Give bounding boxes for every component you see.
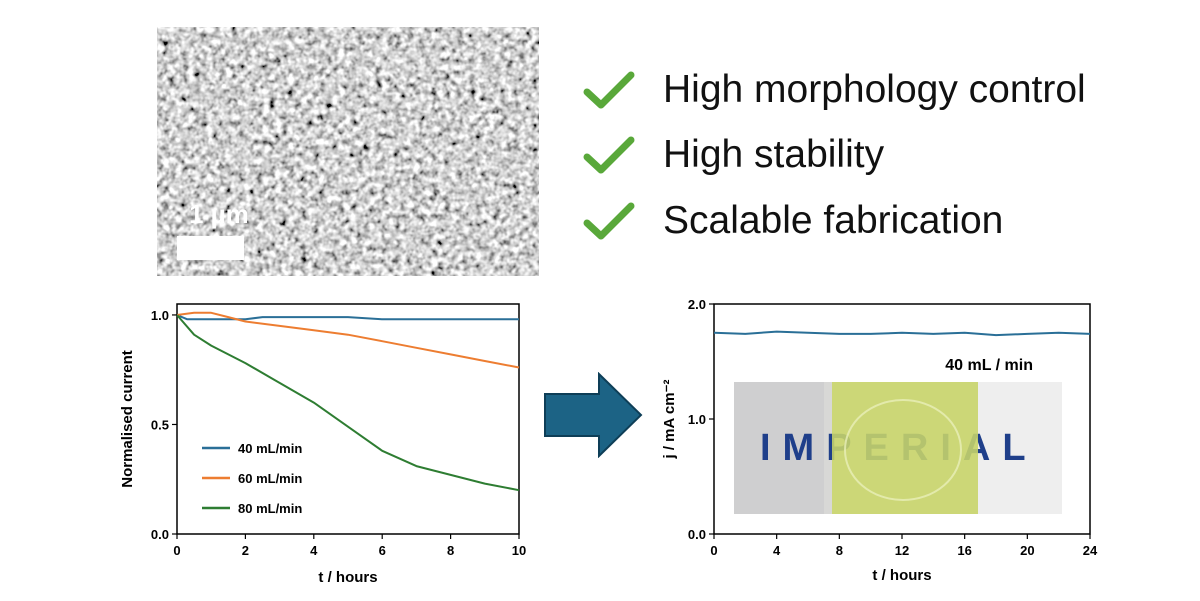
x-tick-label: 0 bbox=[710, 543, 717, 558]
x-tick-label: 24 bbox=[1083, 543, 1098, 558]
y-tick-label: 1.0 bbox=[688, 412, 706, 427]
scale-bar bbox=[177, 236, 244, 260]
y-axis-label: j / mA cm⁻² bbox=[661, 379, 678, 459]
sem-micrograph: 1 µm bbox=[157, 27, 539, 276]
y-axis-label: Normalised current bbox=[119, 350, 136, 488]
y-tick-label: 1.0 bbox=[151, 308, 169, 323]
chart-legend: 40 mL/min 60 mL/min 80 mL/min bbox=[202, 441, 302, 516]
plot-area bbox=[176, 303, 520, 535]
x-tick-label: 2 bbox=[242, 543, 249, 558]
series-line-2 bbox=[176, 311, 520, 369]
legend-label: 60 mL/min bbox=[238, 471, 302, 486]
checklist-item: High stability bbox=[583, 130, 884, 180]
checklist-text: High stability bbox=[663, 133, 885, 176]
x-tick-label: 0 bbox=[173, 543, 180, 558]
legend-label: 40 mL/min bbox=[238, 441, 302, 456]
current-density-chart: 0 4 8 12 16 20 24 0.0 1.0 2.0 40 mL / min IMPERIA… bbox=[661, 297, 1098, 584]
checklist-text: Scalable fabrication bbox=[663, 199, 1004, 242]
right-arrow-icon bbox=[544, 372, 643, 458]
y-tick-label: 0.5 bbox=[151, 417, 169, 432]
y-tick-label: 0.0 bbox=[688, 527, 706, 542]
electrode-photo: IMPERIAL bbox=[734, 382, 1062, 514]
photo-caption: 40 mL / min bbox=[945, 357, 1033, 374]
x-tick-label: 10 bbox=[512, 543, 526, 558]
series-line-1 bbox=[713, 330, 1091, 337]
x-axis-label: t / hours bbox=[318, 569, 377, 586]
series-line-1 bbox=[176, 314, 519, 321]
x-tick-label: 16 bbox=[957, 543, 971, 558]
check-icon bbox=[583, 71, 635, 109]
x-tick-label: 4 bbox=[773, 543, 781, 558]
normalised-current-chart: 0 2 4 6 8 10 0.0 0.5 1.0 t / hours Normalised cu… bbox=[119, 303, 526, 586]
y-tick-label: 0.0 bbox=[151, 527, 169, 542]
x-tick-label: 20 bbox=[1020, 543, 1034, 558]
y-tick-label: 2.0 bbox=[688, 297, 706, 312]
check-icon bbox=[583, 202, 635, 240]
x-tick-label: 8 bbox=[836, 543, 843, 558]
legend-label: 80 mL/min bbox=[238, 501, 302, 516]
checklist-item: Scalable fabrication bbox=[583, 196, 1003, 246]
x-axis-label: t / hours bbox=[872, 567, 931, 584]
x-tick-label: 12 bbox=[895, 543, 909, 558]
x-tick-label: 4 bbox=[310, 543, 318, 558]
check-icon bbox=[583, 136, 635, 174]
checklist-text: High morphology control bbox=[663, 68, 1086, 111]
x-tick-label: 8 bbox=[447, 543, 454, 558]
series-line-3 bbox=[176, 314, 520, 492]
scale-bar-label: 1 µm bbox=[189, 199, 249, 229]
checklist-item: High morphology control bbox=[583, 65, 1086, 115]
x-tick-label: 6 bbox=[379, 543, 386, 558]
